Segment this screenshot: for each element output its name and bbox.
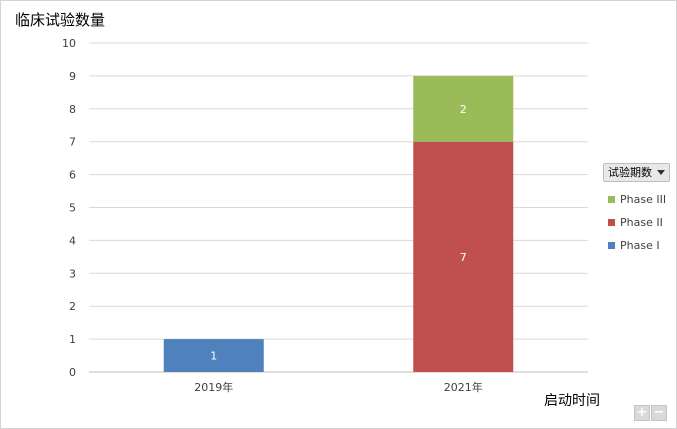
- zoom-out-button[interactable]: −: [651, 405, 667, 421]
- legend: 试验期数 Phase III Phase II Phase I: [603, 161, 670, 257]
- legend-filter-button[interactable]: 试验期数: [603, 162, 670, 182]
- y-tick-label: 8: [69, 103, 76, 116]
- legend-item: Phase II: [603, 211, 670, 234]
- bar-phase-ii-1: [413, 141, 514, 372]
- x-tick-label: 2019年: [194, 380, 233, 394]
- x-axis-title: 启动时间: [544, 393, 600, 409]
- x-tick-label: 2021年: [444, 380, 483, 394]
- legend-label: Phase III: [620, 192, 667, 206]
- legend-item: Phase III: [603, 188, 670, 211]
- data-label: 1: [210, 350, 217, 363]
- y-tick-label: 6: [69, 169, 76, 182]
- y-tick-label: 4: [69, 234, 76, 247]
- legend-swatch: [608, 195, 615, 203]
- legend-title: 试验期数: [608, 166, 652, 179]
- y-tick-label: 7: [69, 136, 76, 149]
- bar-phase-iii-1: [413, 75, 514, 142]
- y-tick-label: 10: [62, 37, 76, 50]
- data-label: 7: [460, 251, 467, 264]
- dropdown-arrow-icon: [657, 169, 665, 175]
- y-axis-title: 临床试验数量: [15, 11, 106, 29]
- legend-label: Phase I: [620, 238, 660, 252]
- y-tick-label: 3: [69, 267, 76, 280]
- y-tick-label: 2: [69, 300, 76, 313]
- zoom-in-button[interactable]: +: [634, 405, 650, 421]
- data-label: 2: [460, 103, 467, 116]
- bar-phase-i-0: [163, 339, 264, 372]
- legend-swatch: [608, 218, 615, 226]
- y-tick-label: 5: [69, 202, 76, 215]
- legend-swatch: [608, 241, 615, 249]
- y-tick-label: 1: [69, 333, 76, 346]
- legend-item: Phase I: [603, 234, 670, 257]
- y-tick-label: 9: [69, 70, 76, 83]
- legend-list: Phase III Phase II Phase I: [603, 188, 670, 257]
- legend-label: Phase II: [620, 215, 663, 229]
- y-tick-label: 0: [69, 366, 76, 379]
